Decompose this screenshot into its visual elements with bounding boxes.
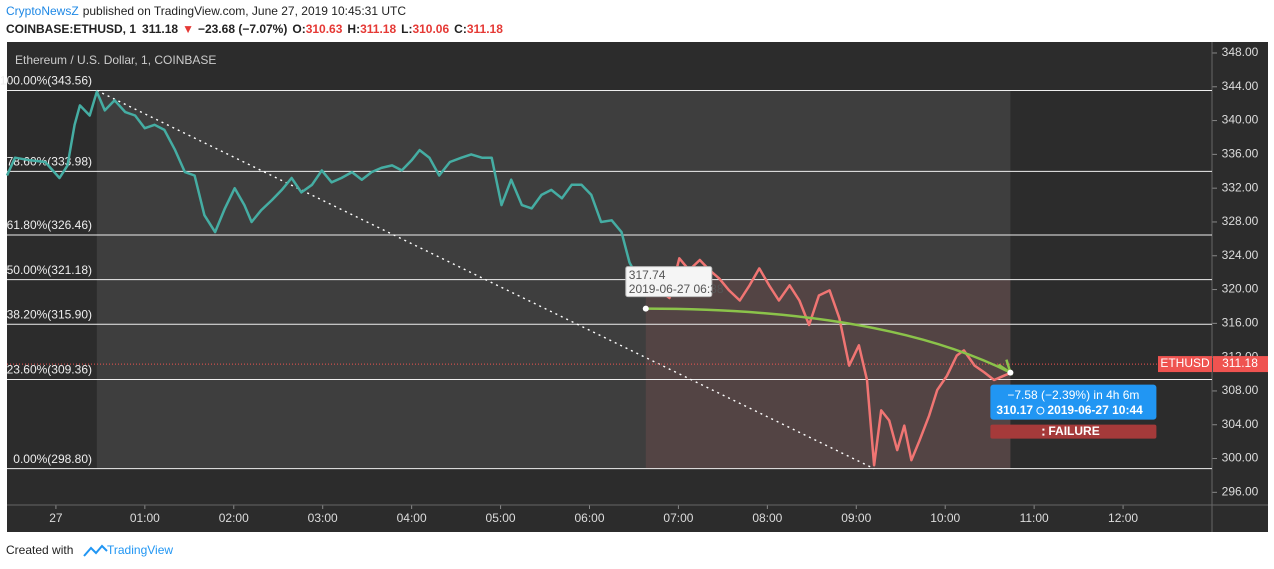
y-tick-label: 324.00: [1222, 248, 1259, 262]
logo: [83, 544, 108, 557]
status-dots: [1042, 428, 1045, 431]
fib-label: 23.60%(309.36): [7, 363, 92, 377]
start-time: 2019-06-27 06:38: [629, 282, 724, 296]
fib-label: 38.20%(315.90): [7, 307, 92, 321]
created: Created with: [6, 543, 73, 557]
end-point: [1007, 369, 1014, 376]
ohlc-key: L:: [401, 22, 412, 36]
y-tick-label: 308.00: [1222, 383, 1259, 397]
status-dots: [1042, 433, 1045, 436]
ohlc-value: 310.06: [412, 22, 449, 36]
price-value-bg: [1213, 356, 1268, 373]
header-line: CryptoNewsZ published on TradingView.com,…: [6, 4, 406, 18]
last: 311.18: [142, 22, 178, 36]
x-tick-label: 11:00: [1020, 511, 1049, 525]
fib-label: 0.00%(298.80): [13, 452, 92, 466]
start-value: 317.74: [629, 268, 666, 282]
price-tag: ETHUSD: [1160, 356, 1210, 370]
x-tick-label: 01:00: [130, 511, 160, 525]
x-tick-label: 09:00: [841, 511, 871, 525]
price-line: [647, 257, 1013, 467]
measure-box: [990, 384, 1157, 420]
fib-trend: [96, 89, 875, 470]
footer: Created with: [6, 543, 73, 557]
x-tick-label: 08:00: [752, 511, 782, 525]
price-value: 311.18: [1222, 356, 1258, 370]
x-tick-label: 05:00: [486, 511, 516, 525]
start-point: [642, 305, 649, 312]
symbol-line: COINBASE:ETHUSD, 1 311.18 ▼ −23.68 (−7.07%)…: [6, 22, 503, 36]
ohlc-value: 311.18: [467, 22, 503, 36]
measure-end-value: 310.17: [996, 403, 1033, 417]
brand[interactable]: TradingView: [107, 543, 173, 557]
y-tick-label: 296.00: [1222, 484, 1259, 498]
change: −23.68 (−7.07%): [198, 22, 287, 36]
y-tick-label: 304.00: [1222, 417, 1259, 431]
y-tick-label: 332.00: [1222, 180, 1259, 194]
x-tick-label: 02:00: [219, 511, 249, 525]
fib-label: 50.00%(321.18): [7, 263, 92, 277]
ohlc-value: 310.63: [306, 22, 343, 36]
fib-label: 61.80%(326.46): [7, 218, 92, 232]
arrow: ▼: [182, 22, 194, 36]
published: published on TradingView.com, June 27, 2…: [83, 4, 407, 18]
symbol: COINBASE:ETHUSD, 1: [6, 22, 136, 36]
ohlc-key: O:: [292, 22, 305, 36]
fib-label: 78.60%(333.98): [7, 155, 92, 169]
status: FAILURE: [1048, 424, 1099, 438]
ohlc-value: 311.18: [360, 22, 396, 36]
author[interactable]: CryptoNewsZ: [6, 4, 79, 18]
fib-label: 100.00%(343.56): [0, 74, 92, 88]
clock-icon: [1036, 406, 1045, 415]
y-tick-label: 328.00: [1222, 214, 1259, 228]
y-tick-label: 320.00: [1222, 282, 1259, 296]
price-line: [5, 90, 649, 292]
price-tag-bg: [1158, 356, 1212, 373]
y-tick-label: 300.00: [1222, 451, 1259, 465]
measure-arrow: [645, 307, 1011, 374]
x-tick-label: 04:00: [397, 511, 427, 525]
x-tick-label: 07:00: [663, 511, 693, 525]
start-label-bg: [625, 266, 713, 298]
y-tick-label: 316.00: [1222, 316, 1259, 330]
x-tick-label: 03:00: [308, 511, 338, 525]
ohlc-key: C:: [454, 22, 467, 36]
x-tick-label: 06:00: [574, 511, 604, 525]
y-tick-label: 340.00: [1222, 113, 1259, 127]
y-tick-label: 348.00: [1222, 45, 1259, 59]
status-box: [990, 424, 1157, 439]
measure-end-time: 2019-06-27 10:44: [1047, 403, 1143, 417]
x-tick-label: 27: [49, 511, 63, 525]
y-tick-label: 344.00: [1222, 79, 1259, 93]
measure-zone: [645, 279, 1011, 469]
chart-title: Ethereum / U.S. Dollar, 1, COINBASE: [15, 53, 216, 67]
measure-change: −7.58 (−2.39%) in 4h 6m: [1007, 388, 1139, 402]
ohlc-key: H:: [347, 22, 360, 36]
x-tick-label: 12:00: [1108, 511, 1138, 525]
y-tick-label: 336.00: [1222, 147, 1259, 161]
x-tick-label: 10:00: [930, 511, 960, 525]
